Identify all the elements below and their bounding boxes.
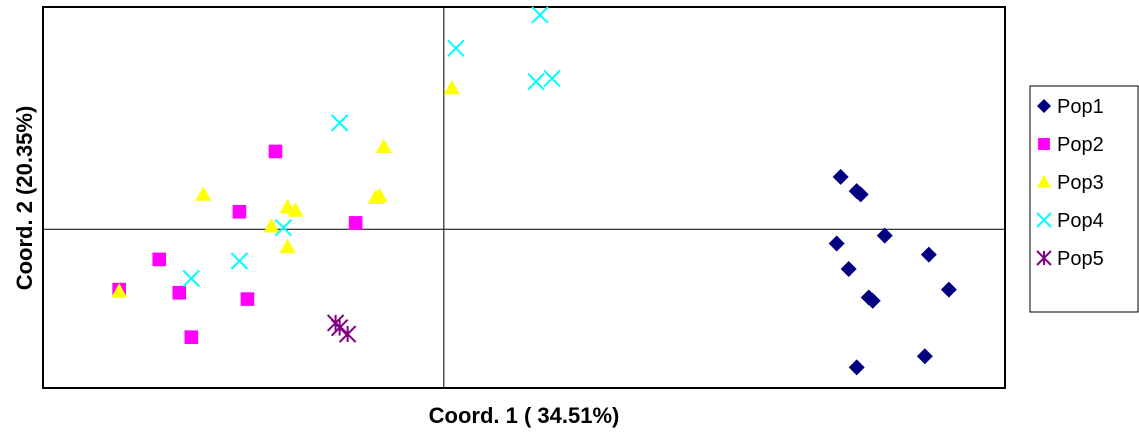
point-pop4-3: [527, 72, 545, 91]
legend-marker-pop1: [1037, 99, 1051, 113]
point-pop1-6: [828, 235, 845, 252]
legend-label-pop4: Pop4: [1057, 210, 1104, 232]
legend-label-pop1: Pop1: [1057, 96, 1104, 118]
point-pop1-7: [840, 260, 857, 277]
y-axis-title: Coord. 2 (20.35%): [12, 106, 37, 291]
point-pop2-4: [152, 252, 167, 267]
legend: Pop1 Pop2 Pop3 Pop4 Pop5: [1029, 85, 1139, 313]
point-pop1-10: [940, 281, 957, 298]
legend-label-pop2: Pop2: [1057, 134, 1104, 156]
point-pop2-3: [348, 216, 363, 230]
data-points: [111, 6, 957, 376]
point-pop3-3: [195, 186, 212, 201]
point-pop2-1: [268, 144, 283, 159]
point-pop1-5: [920, 246, 937, 263]
point-pop3-5: [367, 189, 384, 204]
point-pop3-10: [111, 283, 128, 298]
point-pop2-7: [240, 292, 255, 306]
point-pop4-5: [330, 114, 349, 132]
point-pop3-1: [443, 79, 460, 95]
point-pop1-12: [848, 359, 865, 376]
point-pop4-2: [447, 39, 465, 57]
legend-items: Pop1 Pop2 Pop3 Pop4 Pop5: [1036, 96, 1104, 270]
point-pop4-7: [230, 252, 249, 270]
point-pop3-2: [375, 138, 392, 154]
x-axis-title: Coord. 1 ( 34.51%): [429, 403, 620, 428]
legend-label-pop3: Pop3: [1057, 172, 1104, 194]
point-pop5-2: [330, 318, 349, 337]
legend-marker-pop2: [1038, 138, 1050, 150]
point-pop1-3: [852, 186, 869, 203]
point-pop4-4: [543, 69, 561, 88]
point-pop1-9: [864, 292, 881, 309]
point-pop4-6: [274, 218, 293, 237]
legend-marker-pop3: [1037, 175, 1051, 188]
legend-box: [1029, 85, 1139, 313]
point-pop1-4: [876, 227, 893, 244]
legend-label-pop5: Pop5: [1057, 248, 1104, 270]
point-pop3-8: [263, 218, 280, 233]
point-pop5-3: [338, 325, 357, 343]
point-pop1-11: [916, 348, 933, 365]
point-pop4-8: [182, 269, 201, 288]
legend-marker-pop5: [1036, 250, 1052, 266]
legend-marker-pop4: [1036, 212, 1052, 228]
point-pop2-6: [172, 285, 187, 300]
point-pop2-8: [184, 330, 199, 344]
point-pop2-2: [232, 204, 247, 219]
point-pop4-1: [531, 6, 549, 24]
point-pop3-9: [279, 238, 296, 254]
point-pop1-1: [832, 168, 849, 185]
point-pop3-7: [287, 202, 304, 217]
